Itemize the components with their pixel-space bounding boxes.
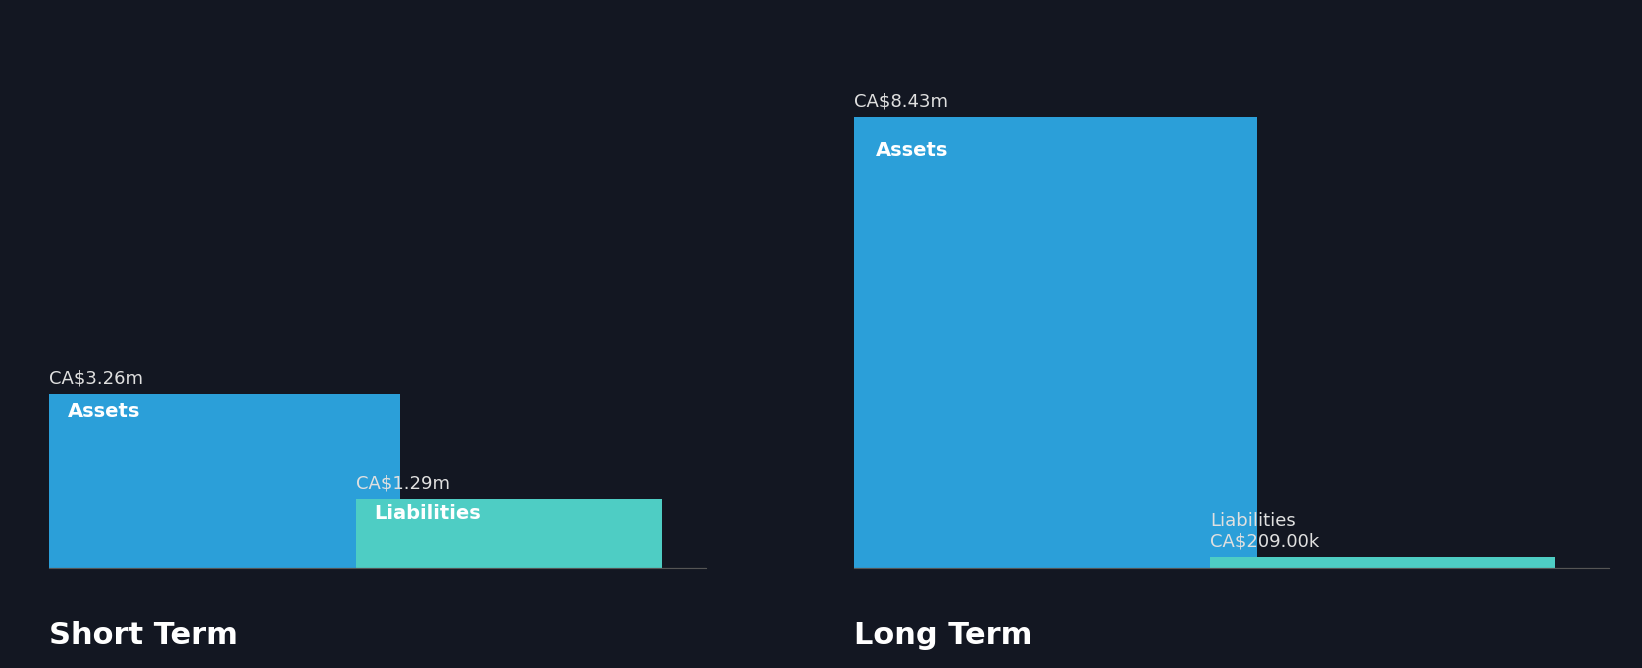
Text: Assets: Assets bbox=[67, 401, 141, 421]
Text: Long Term: Long Term bbox=[854, 621, 1033, 650]
Text: Liabilities: Liabilities bbox=[374, 504, 481, 523]
Bar bbox=[49, 393, 399, 568]
Text: CA$209.00k: CA$209.00k bbox=[1210, 532, 1319, 550]
Bar bbox=[1210, 556, 1555, 568]
Bar bbox=[854, 118, 1256, 568]
Text: Liabilities: Liabilities bbox=[1210, 512, 1296, 530]
Bar bbox=[356, 499, 662, 568]
Text: Assets: Assets bbox=[875, 142, 947, 160]
Text: CA$1.29m: CA$1.29m bbox=[356, 474, 450, 492]
Text: CA$3.26m: CA$3.26m bbox=[49, 369, 143, 387]
Text: CA$8.43m: CA$8.43m bbox=[854, 93, 947, 111]
Text: Short Term: Short Term bbox=[49, 621, 238, 650]
